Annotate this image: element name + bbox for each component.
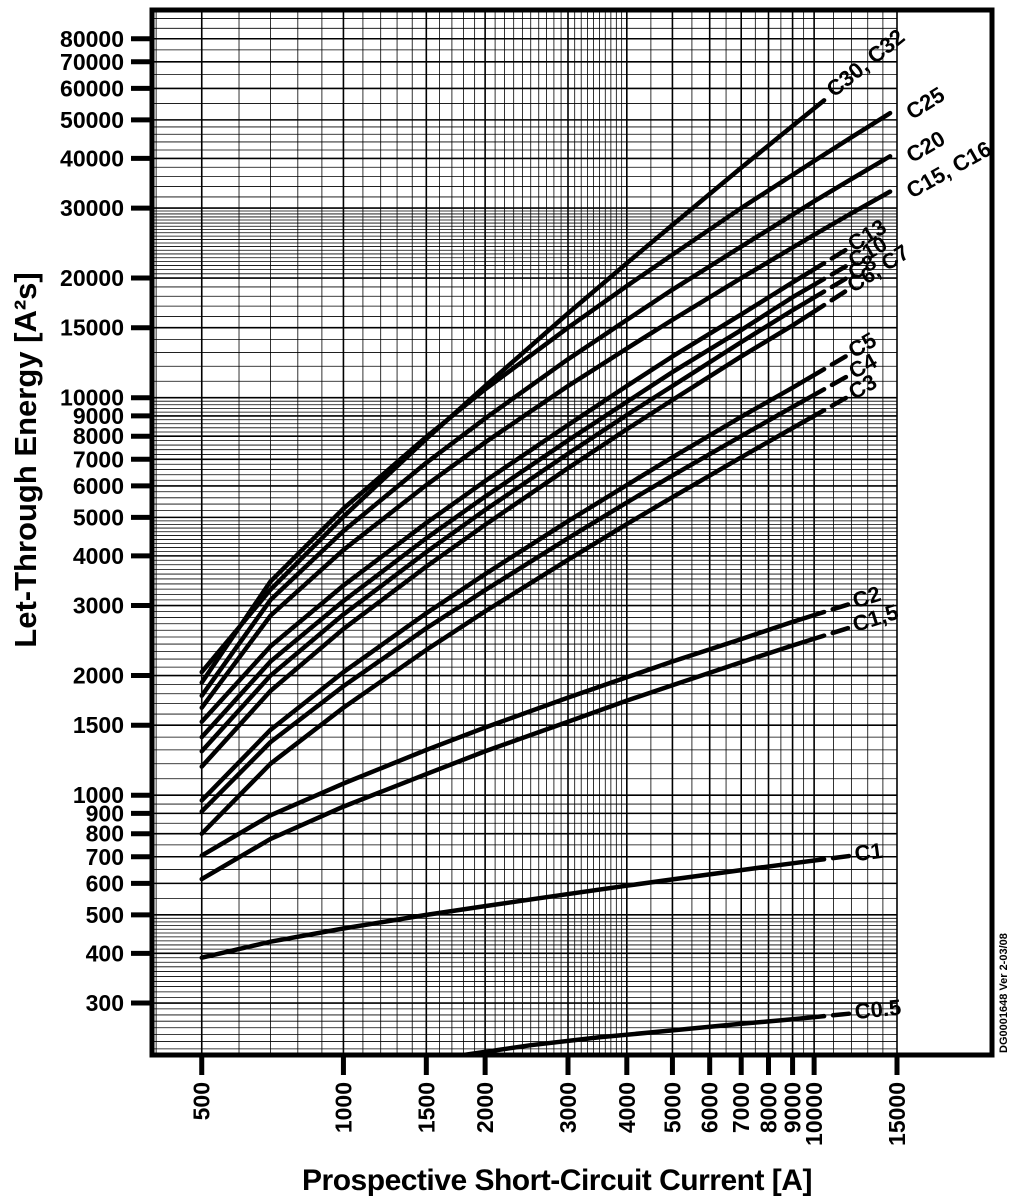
y-tick-label: 3000 [73, 593, 124, 619]
curve-label-C0-5: C0.5 [854, 995, 903, 1024]
y-tick-label: 700 [86, 844, 124, 870]
y-tick-label: 5000 [73, 504, 124, 530]
curve-C6-C7 [199, 302, 827, 769]
y-tick-label: 1500 [73, 712, 124, 738]
curve-label-C25: C25 [902, 82, 949, 125]
x-tick-label: 15000 [884, 1082, 910, 1146]
doc-number-note: DG0001648 Ver 2-03/08 [998, 933, 1010, 1053]
curve-C10 [199, 276, 827, 740]
curve-C25 [199, 110, 893, 685]
curve-label-leader [829, 264, 848, 277]
curve-C1 [199, 856, 827, 960]
y-tick-label: 80000 [60, 26, 124, 52]
curve-label-C3: C3 [844, 369, 881, 405]
curve-label-leader [830, 602, 851, 612]
x-tick-label: 7000 [728, 1082, 754, 1133]
y-tick-label: 900 [86, 800, 124, 826]
y-tick-label: 1000 [73, 782, 124, 808]
curve-C8 [199, 289, 827, 754]
curve-label-leader [830, 853, 852, 861]
curve-C1-5 [199, 633, 827, 882]
curve-label-leader [829, 247, 848, 261]
y-tick-label: 300 [86, 990, 124, 1016]
y-tick-label: 15000 [60, 315, 124, 341]
x-tick-label: 9000 [780, 1082, 806, 1133]
x-tick-label: 5000 [659, 1082, 685, 1133]
y-tick-label: 8000 [73, 423, 124, 449]
curve-label-leader [829, 289, 848, 303]
curves [199, 98, 893, 1058]
x-tick-label: 8000 [756, 1082, 782, 1133]
x-tick-label: 1500 [413, 1082, 439, 1133]
x-tick-label: 500 [189, 1082, 215, 1120]
y-tick-label: 30000 [60, 195, 124, 221]
x-tick-label: 2000 [472, 1082, 498, 1133]
curve-C30-C32 [199, 98, 827, 675]
y-tick-label: 10000 [60, 385, 124, 411]
x-tick-label: 6000 [697, 1082, 723, 1133]
curve-label-leader [829, 354, 848, 367]
curve-C15-C16 [199, 189, 893, 710]
x-tick-label: 4000 [614, 1082, 640, 1133]
curve-C0-5 [461, 1013, 827, 1058]
y-tick-label: 800 [86, 821, 124, 847]
x-tick-label: 1000 [330, 1082, 356, 1133]
y-tick-label: 500 [86, 902, 124, 928]
y-tick-label: 7000 [73, 446, 124, 472]
curve-label-leader [829, 374, 849, 388]
curve-C4 [199, 387, 827, 814]
y-axis-title: Let-Through Energy [A²s] [8, 272, 43, 647]
curve-label-leader [830, 1011, 852, 1018]
y-tick-label: 600 [86, 870, 124, 896]
x-axis-title: Prospective Short-Circuit Current [A] [302, 1164, 812, 1197]
x-tick-label: 10000 [801, 1082, 827, 1146]
curve-label-leader [829, 395, 849, 409]
x-tick-label: 3000 [555, 1082, 581, 1133]
y-tick-label: 6000 [73, 473, 124, 499]
y-tick-label: 2000 [73, 663, 124, 689]
y-tick-label: 4000 [73, 543, 124, 569]
curve-C2 [199, 609, 827, 858]
curve-C5 [199, 366, 827, 803]
y-tick-label: 400 [86, 940, 124, 966]
y-tick-label: 40000 [60, 145, 124, 171]
curve-C13 [199, 260, 827, 725]
y-tick-label: 9000 [73, 403, 124, 429]
curve-C3 [199, 407, 827, 836]
curve-label-C1: C1 [853, 838, 884, 866]
y-tick-label: 50000 [60, 107, 124, 133]
y-tick-label: 60000 [60, 75, 124, 101]
curve-label-leader [829, 276, 848, 290]
y-tick-label: 70000 [60, 49, 124, 75]
curve-label-leader [830, 625, 851, 636]
curve-C20 [199, 154, 893, 698]
y-tick-label: 20000 [60, 265, 124, 291]
plot-frame [149, 7, 995, 1058]
axis-ticks: 3004005006007008009001000150020003000400… [60, 26, 910, 1146]
